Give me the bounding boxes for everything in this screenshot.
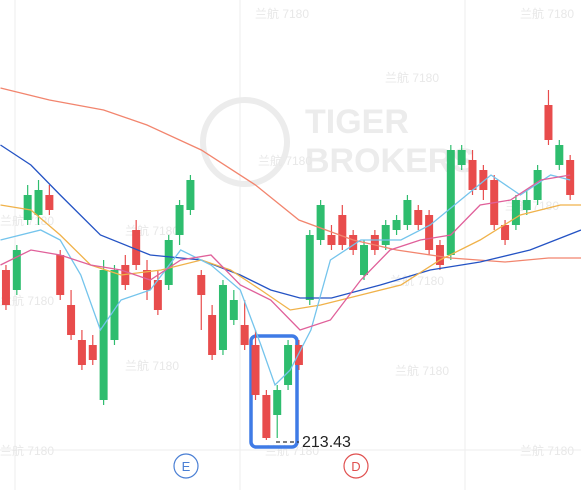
- watermark-text: 兰航 7180: [390, 273, 444, 288]
- highlight-box: [249, 334, 299, 449]
- candle-body: [273, 390, 282, 415]
- low-value-label: 213.43: [302, 434, 351, 451]
- candle-body: [294, 345, 303, 365]
- watermark-text: 兰航 7180: [258, 153, 312, 168]
- candle-body: [360, 245, 369, 275]
- candle-body: [197, 275, 206, 295]
- watermark-text: 兰航 7180: [255, 6, 309, 21]
- candle-body: [511, 200, 520, 225]
- watermark-text: 兰航 7180: [395, 363, 449, 378]
- candle-body: [208, 315, 217, 355]
- watermark-text: 兰航 7180: [125, 358, 179, 373]
- moving-average-line: [0, 87, 581, 263]
- candle-body: [327, 235, 336, 245]
- candle-body: [175, 205, 184, 235]
- event-marker: D: [343, 453, 369, 479]
- candle-body: [479, 170, 488, 190]
- candle-body: [501, 225, 510, 240]
- moving-average-line: [0, 174, 571, 331]
- candle-body: [555, 145, 564, 165]
- candle-body: [262, 395, 271, 438]
- candle-body: [153, 280, 162, 310]
- watermark-text: 兰航 7180: [0, 293, 54, 308]
- candle-body: [67, 305, 76, 335]
- candle-body: [229, 300, 238, 320]
- candle-body: [522, 200, 531, 210]
- watermark-text: 兰航 7180: [520, 6, 574, 21]
- watermark-text: BROKERS: [305, 142, 475, 180]
- candle-body: [186, 180, 195, 210]
- candle-body: [425, 215, 434, 250]
- candle-body: [533, 170, 542, 200]
- watermark-text: 兰航 7180: [520, 443, 574, 458]
- event-circle: [343, 453, 369, 479]
- candle-body: [370, 235, 379, 250]
- watermark-text: 兰航 7180: [0, 443, 54, 458]
- moving-average-line: [0, 144, 581, 299]
- event-marker: E: [173, 453, 199, 479]
- candle-body: [132, 230, 141, 265]
- candle-body: [12, 250, 21, 290]
- candle-body: [468, 160, 477, 190]
- candle-body: [88, 345, 97, 360]
- candle-body: [1, 270, 10, 305]
- candle-body: [284, 345, 293, 385]
- candle-body: [240, 325, 249, 345]
- watermark-text: 兰航 7180: [385, 70, 439, 85]
- candle-body: [99, 270, 108, 400]
- moving-average-line: [0, 204, 581, 311]
- candle-body: [381, 225, 390, 245]
- candle-body: [435, 245, 444, 265]
- candle-body: [403, 200, 412, 225]
- candle-body: [143, 270, 152, 290]
- event-label: D: [351, 459, 360, 474]
- candle-body: [305, 235, 314, 300]
- candle-body: [251, 345, 260, 395]
- event-circle: [173, 453, 199, 479]
- candle-body: [23, 195, 32, 220]
- candle-body: [566, 160, 575, 195]
- candle-body: [164, 240, 173, 285]
- watermark-text: TIGER: [305, 103, 409, 141]
- candle-body: [45, 195, 54, 210]
- candle-body: [457, 150, 466, 165]
- event-label: E: [182, 459, 191, 474]
- candle-body: [392, 220, 401, 230]
- candle-body: [218, 285, 227, 350]
- candle-body: [544, 105, 553, 140]
- candle-body: [349, 235, 358, 250]
- watermark-logo: [200, 97, 290, 187]
- candle-body: [77, 340, 86, 365]
- candle-body: [34, 190, 43, 215]
- candle-body: [338, 215, 347, 245]
- candle-body: [56, 255, 65, 295]
- candle-body: [316, 205, 325, 240]
- moving-average-line: [0, 174, 571, 387]
- candle-body: [414, 210, 423, 225]
- candle-body: [110, 270, 119, 340]
- candle-body: [446, 150, 455, 255]
